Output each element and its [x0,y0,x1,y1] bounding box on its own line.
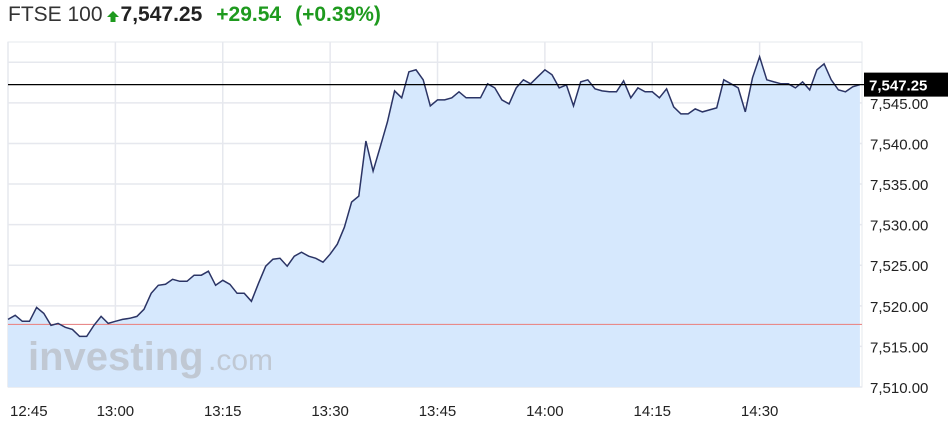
x-tick-label: 14:00 [526,403,564,420]
last-price: 7,547.25 [120,3,203,26]
x-tick-label: 13:45 [419,403,457,420]
y-tick-label: 7,515.00 [870,339,928,356]
quote-header: FTSE 100 7,547.25 +29.54 (+0.39%) [8,3,381,33]
y-tick-label: 7,545.00 [870,96,928,113]
y-tick-label: 7,520.00 [870,299,928,316]
y-tick-label: 7,525.00 [870,258,928,275]
y-tick-label: 7,540.00 [870,136,928,153]
x-tick-label: 14:30 [741,403,779,420]
area-fill [8,56,860,388]
instrument-name: FTSE 100 [8,3,103,26]
price-change: +29.54 [216,3,282,26]
investing-watermark: investing .com [28,335,273,379]
price-line [7,54,861,338]
x-tick-label: 14:15 [633,403,671,420]
last-price-badge [864,72,948,97]
y-tick-label: 7,510.00 [870,380,928,397]
x-tick-label: 13:30 [311,403,349,420]
x-tick-label: 13:00 [97,403,135,420]
x-tick-label: 13:15 [204,403,242,420]
x-tick-label: 12:45 [10,403,48,420]
last-price-badge-label: 7,547.25 [869,78,927,95]
watermark-suffix: .com [208,344,273,377]
y-tick-label: 7,535.00 [870,177,928,194]
y-tick-label: 7,530.00 [870,218,928,235]
price-change-percent: (+0.39%) [295,3,381,26]
watermark-brand: investing [28,335,204,379]
